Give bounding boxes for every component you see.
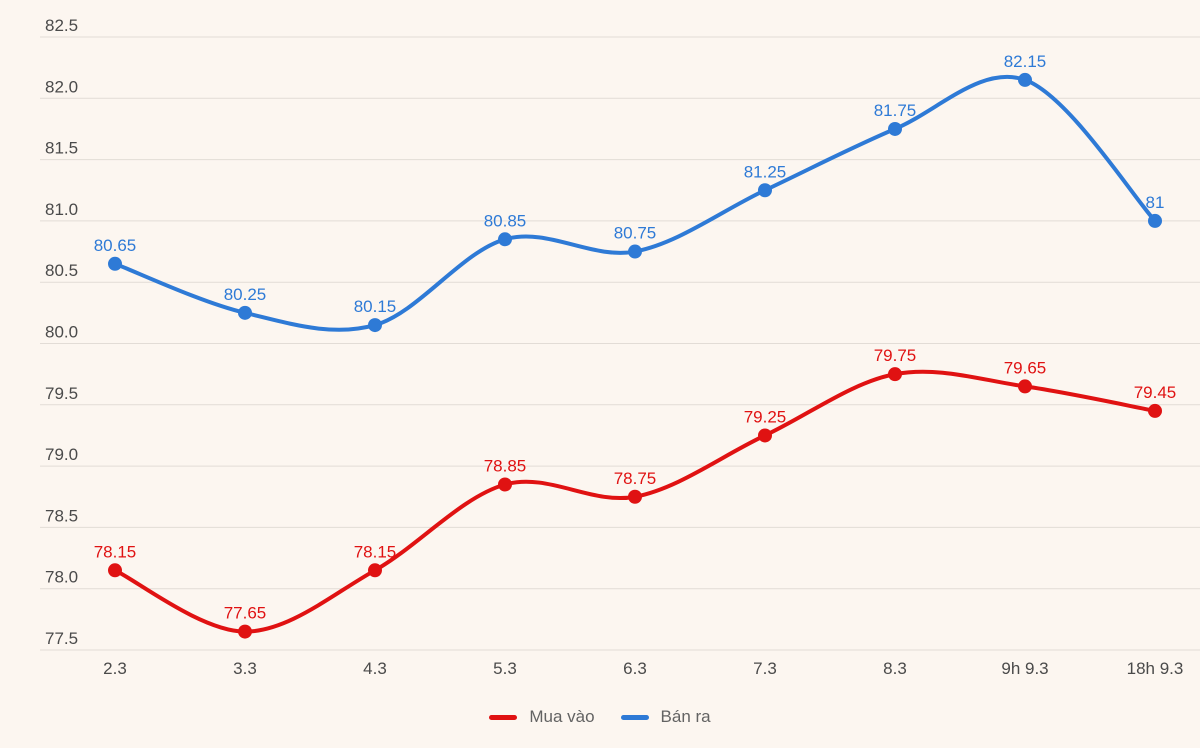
y-axis-tick-label: 81.5: [45, 139, 78, 158]
data-point-mua-vao[interactable]: [498, 477, 512, 492]
data-point-mua-vao[interactable]: [108, 563, 122, 578]
legend-item-mua-vao[interactable]: Mua vào: [489, 707, 595, 727]
data-point-mua-vao[interactable]: [628, 489, 642, 504]
data-point-ban-ra[interactable]: [108, 256, 122, 271]
x-axis-tick-label: 18h 9.3: [1127, 659, 1184, 678]
data-point-ban-ra[interactable]: [628, 244, 642, 259]
gridlines: [40, 36, 1200, 651]
line-chart-svg: 77.5 78.0 78.5 79.0 79.5 80.0 80.5 81.0 81.5 82.0…: [40, 16, 1200, 678]
data-point-ban-ra[interactable]: [368, 318, 382, 333]
legend-marker-mua-vao: [489, 714, 518, 720]
data-label-mua-vao: 78.85: [484, 456, 527, 475]
y-axis-tick-label: 79.0: [45, 445, 78, 464]
data-label-ban-ra: 80.65: [94, 236, 137, 255]
y-axis-tick-label: 80.0: [45, 323, 78, 342]
data-label-mua-vao: 77.65: [224, 604, 267, 623]
data-label-mua-vao: 79.25: [744, 407, 787, 426]
data-point-ban-ra[interactable]: [888, 121, 902, 136]
data-point-ban-ra[interactable]: [1018, 72, 1032, 87]
legend-label-ban-ra: Bán ra: [660, 707, 711, 726]
x-axis-tick-label: 8.3: [883, 659, 907, 678]
y-axis-tick-label: 82.0: [45, 77, 78, 96]
y-axis-labels: 77.5 78.0 78.5 79.0 79.5 80.0 80.5 81.0 81.5 82.0…: [45, 16, 78, 648]
data-label-ban-ra: 81: [1146, 193, 1165, 212]
x-axis-tick-label: 5.3: [493, 659, 517, 678]
y-axis-tick-label: 78.5: [45, 506, 78, 525]
data-point-mua-vao[interactable]: [888, 367, 902, 382]
y-axis-tick-label: 78.0: [45, 568, 78, 587]
series-line-ban-ra: [113, 74, 1157, 332]
data-label-ban-ra: 81.25: [744, 162, 787, 181]
data-point-ban-ra[interactable]: [238, 305, 252, 320]
data-label-mua-vao: 78.15: [354, 542, 397, 561]
data-point-mua-vao[interactable]: [1018, 379, 1032, 394]
data-point-mua-vao[interactable]: [758, 428, 772, 443]
x-axis-tick-label: 9h 9.3: [1001, 659, 1048, 678]
legend-item-ban-ra[interactable]: Bán ra: [620, 707, 711, 727]
data-label-ban-ra: 81.75: [874, 101, 917, 120]
y-axis-tick-label: 80.5: [45, 261, 78, 280]
data-point-ban-ra[interactable]: [758, 183, 772, 198]
data-point-ban-ra[interactable]: [1148, 213, 1162, 228]
y-axis-tick-label: 79.5: [45, 384, 78, 403]
series-ban-ra: 80.65 80.25 80.15 80.85 80.75 81.25 81.75 82.15…: [94, 52, 1165, 333]
data-label-mua-vao: 78.15: [94, 542, 137, 561]
data-point-mua-vao[interactable]: [1148, 403, 1162, 418]
data-label-ban-ra: 80.75: [614, 224, 657, 243]
x-axis-labels: 2.3 3.3 4.3 5.3 6.3 7.3 8.3 9h 9.3 18h 9.3: [103, 659, 1183, 678]
data-label-ban-ra: 80.15: [354, 297, 397, 316]
y-axis-tick-label: 82.5: [45, 16, 78, 35]
data-label-ban-ra: 80.25: [224, 285, 267, 304]
x-axis-tick-label: 4.3: [363, 659, 387, 678]
y-axis-tick-label: 77.5: [45, 629, 78, 648]
legend-label-mua-vao: Mua vào: [529, 707, 595, 726]
x-axis-tick-label: 6.3: [623, 659, 647, 678]
data-label-ban-ra: 82.15: [1004, 52, 1047, 71]
data-point-ban-ra[interactable]: [498, 232, 512, 247]
data-label-ban-ra: 80.85: [484, 211, 527, 230]
legend: Mua vào Bán ra: [0, 692, 1200, 742]
x-axis-tick-label: 2.3: [103, 659, 127, 678]
x-axis-tick-label: 7.3: [753, 659, 777, 678]
data-label-mua-vao: 79.45: [1134, 383, 1177, 402]
series-mua-vao: 78.15 77.65 78.15 78.85 78.75 79.25 79.75 79.65…: [94, 346, 1177, 639]
data-label-mua-vao: 79.75: [874, 346, 917, 365]
y-axis-tick-label: 81.0: [45, 200, 78, 219]
data-point-mua-vao[interactable]: [368, 563, 382, 578]
legend-marker-ban-ra: [620, 714, 649, 720]
data-point-mua-vao[interactable]: [238, 624, 252, 639]
x-axis-tick-label: 3.3: [233, 659, 257, 678]
data-label-mua-vao: 79.65: [1004, 358, 1047, 377]
data-label-mua-vao: 78.75: [614, 469, 657, 488]
